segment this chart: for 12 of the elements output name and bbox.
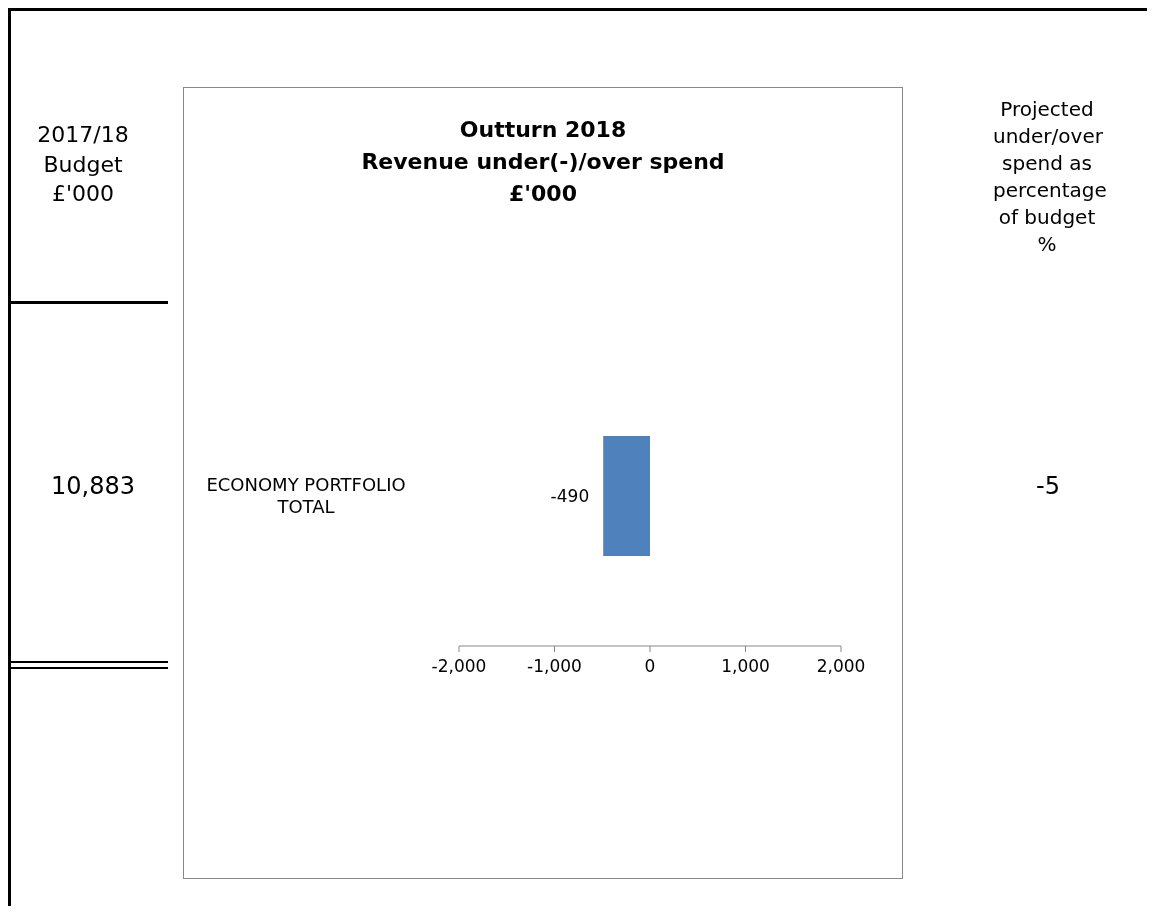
x-tick-label: 0 xyxy=(644,656,656,677)
text: -5 xyxy=(1035,471,1061,502)
text: Projected under/over spend as percentage of budget % xyxy=(993,96,1107,258)
x-tick-label: -2,000 xyxy=(431,656,487,677)
x-tick-label: 2,000 xyxy=(816,656,866,677)
x-tick-label: 1,000 xyxy=(721,656,770,677)
y-tick-label: ECONOMY PORTFOLIO TOTAL xyxy=(206,474,406,517)
data-label: -490 xyxy=(550,486,590,506)
chart-title: Outturn 2018 Revenue under(-)/over spend £'000 xyxy=(360,116,726,208)
text: 2017/18 Budget £'000 xyxy=(36,121,130,209)
text: 10,883 xyxy=(50,471,136,502)
x-tick-label: -1,000 xyxy=(527,656,582,677)
